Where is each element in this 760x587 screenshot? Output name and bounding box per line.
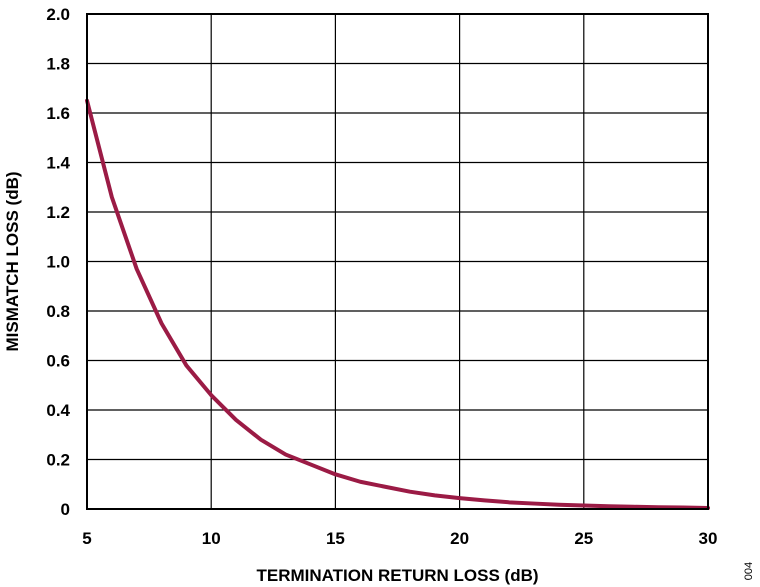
x-tick-label: 20 <box>450 529 469 548</box>
y-tick-label: 0.4 <box>46 401 70 420</box>
figure-code: 004 <box>743 562 755 580</box>
y-tick-label: 1.6 <box>46 104 70 123</box>
series-line-mismatch-loss <box>85 98 710 511</box>
y-tick-label: 1.2 <box>46 203 70 222</box>
y-tick-label: 0.2 <box>46 451 70 470</box>
y-tick-label: 1.8 <box>46 55 70 74</box>
grid <box>86 13 709 510</box>
x-tick-label: 30 <box>699 529 718 548</box>
x-axis-title: TERMINATION RETURN LOSS (dB) <box>256 566 538 585</box>
x-tick-label: 5 <box>82 529 91 548</box>
y-tick-label: 1.4 <box>46 154 70 173</box>
y-tick-labels: 0 0.2 0.4 0.6 0.8 1.0 1.2 1.4 1.6 1.8 2.0 <box>46 5 70 519</box>
x-tick-label: 10 <box>202 529 221 548</box>
plot-frame <box>86 13 709 510</box>
series-layer <box>85 98 710 511</box>
y-tick-label: 0.8 <box>46 302 70 321</box>
y-axis-title: MISMATCH LOSS (dB) <box>3 171 22 351</box>
x-tick-label: 15 <box>326 529 345 548</box>
y-tick-label: 0 <box>61 500 70 519</box>
x-tick-label: 25 <box>574 529 593 548</box>
y-tick-label: 2.0 <box>46 5 70 24</box>
y-tick-label: 1.0 <box>46 253 70 272</box>
y-tick-label: 0.6 <box>46 352 70 371</box>
x-tick-labels: 5 10 15 20 25 30 <box>82 529 717 548</box>
